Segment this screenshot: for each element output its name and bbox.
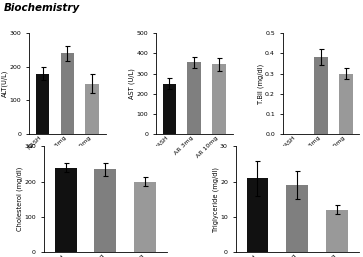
Bar [212,65,226,134]
Bar [85,84,99,134]
Bar [94,169,117,252]
Y-axis label: AST (U/L): AST (U/L) [129,68,135,99]
Bar [36,74,49,134]
Bar [246,178,269,252]
Bar [286,185,309,252]
Y-axis label: ALT(U/L): ALT(U/L) [2,70,8,97]
Bar [187,62,201,134]
Bar [134,182,156,252]
Bar [54,168,77,252]
Y-axis label: T.Bil (mg/dl): T.Bil (mg/dl) [257,63,264,104]
Bar [339,74,352,134]
Bar [326,210,348,252]
Text: Biochemistry: Biochemistry [4,3,80,13]
Y-axis label: Cholesterol (mg/dl): Cholesterol (mg/dl) [16,167,23,231]
Y-axis label: Triglyceride (mg/dl): Triglyceride (mg/dl) [212,167,219,232]
Bar [163,84,176,134]
Bar [314,58,328,134]
Bar [61,53,74,134]
